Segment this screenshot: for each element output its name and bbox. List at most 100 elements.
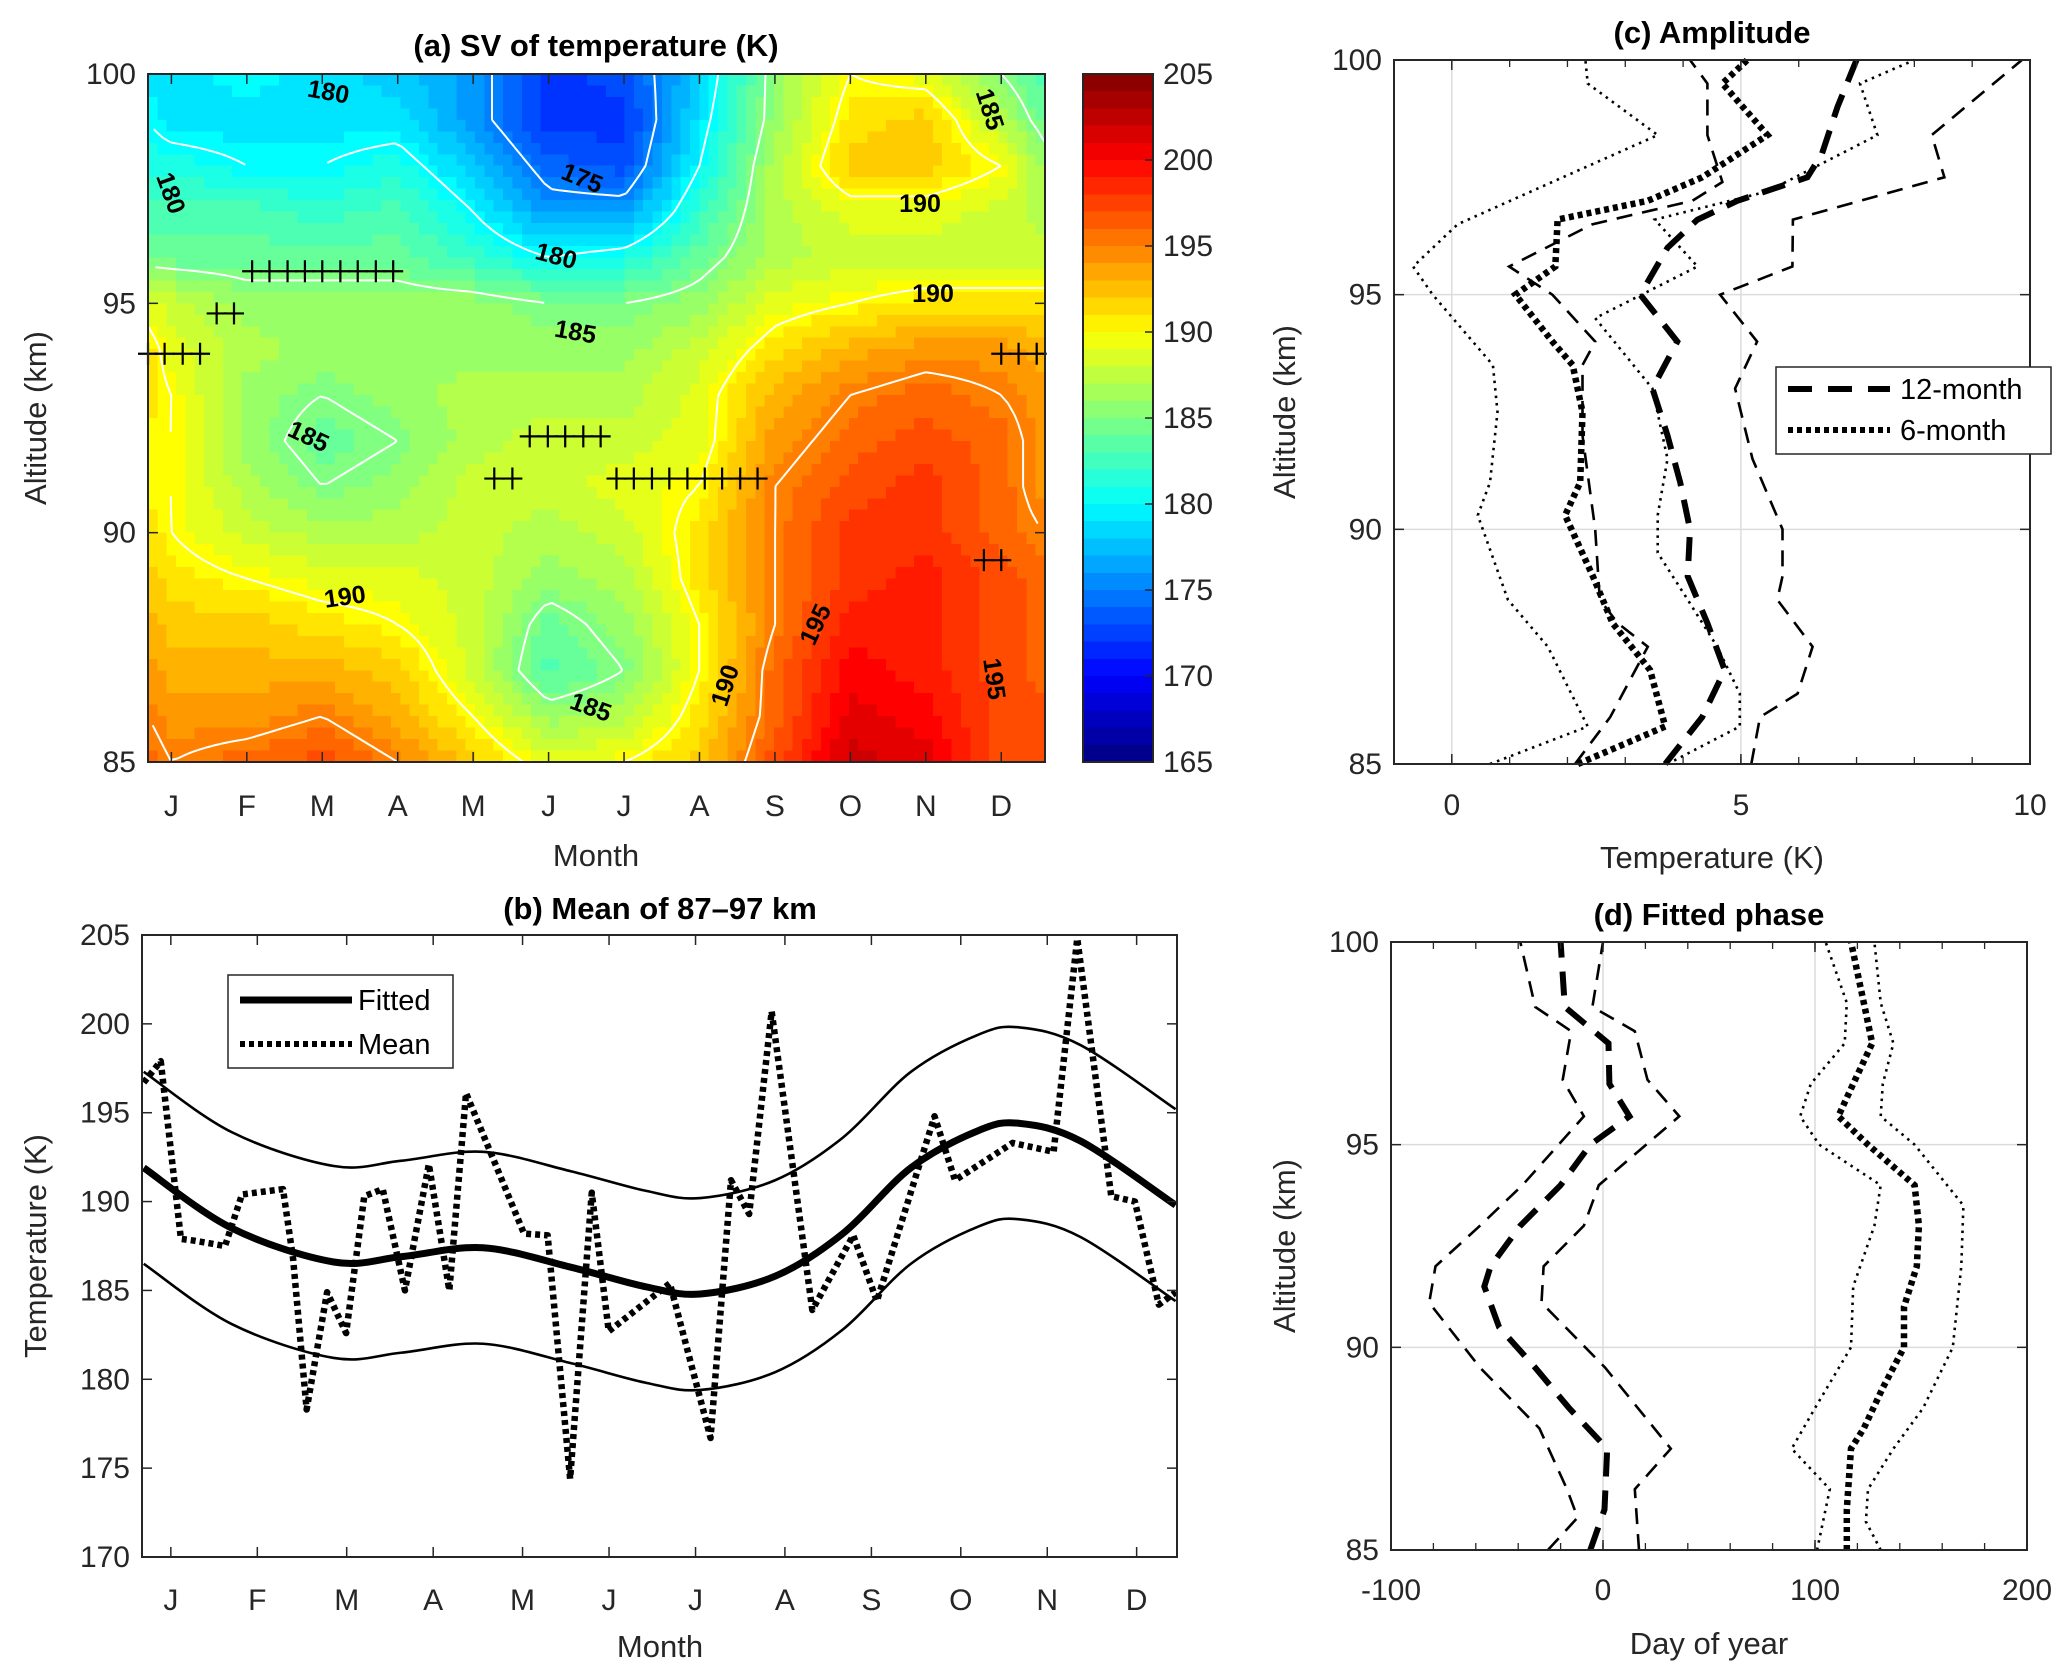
heatmap-cell — [904, 119, 915, 132]
heatmap-cell — [241, 475, 252, 488]
heatmap-cell — [671, 383, 682, 396]
heatmap-cell — [914, 211, 925, 224]
heatmap-cell — [568, 177, 579, 190]
heatmap-cell — [241, 647, 252, 660]
heatmap-cell — [577, 223, 588, 236]
heatmap-cell — [1007, 119, 1018, 132]
heatmap-cell — [605, 498, 616, 511]
heatmap-cell — [970, 601, 981, 614]
heatmap-cell — [568, 337, 579, 350]
heatmap-cell — [316, 544, 327, 557]
heatmap-cell — [157, 429, 168, 442]
heatmap-cell — [1016, 223, 1027, 236]
heatmap-cell — [811, 337, 822, 350]
heatmap-cell — [390, 475, 401, 488]
heatmap-cell — [914, 85, 925, 98]
heatmap-cell — [512, 280, 523, 293]
heatmap-cell — [736, 96, 747, 109]
heatmap-cell — [316, 612, 327, 625]
heatmap-cell — [288, 211, 299, 224]
heatmap-cell — [334, 395, 345, 408]
heatmap-cell — [456, 85, 467, 98]
heatmap-cell — [914, 314, 925, 327]
heatmap-cell — [447, 578, 457, 591]
heatmap-cell — [531, 314, 542, 327]
heatmap-cell — [568, 154, 579, 167]
heatmap-cell — [970, 418, 981, 431]
heatmap-cell — [1007, 555, 1018, 568]
heatmap-cell — [372, 165, 383, 178]
heatmap-cell — [540, 360, 551, 373]
heatmap-cell — [353, 463, 364, 476]
heatmap-cell — [222, 326, 233, 339]
heatmap-cell — [858, 108, 869, 121]
heatmap-cell — [428, 326, 439, 339]
heatmap-cell — [493, 177, 504, 190]
heatmap-cell — [867, 234, 878, 247]
heatmap-cell — [456, 658, 467, 671]
heatmap-cell — [306, 303, 317, 316]
heatmap-cell — [914, 544, 925, 557]
heatmap-cell — [624, 418, 635, 431]
heatmap-cell — [783, 303, 794, 316]
heatmap-cell — [746, 74, 756, 87]
heatmap-cell — [979, 349, 990, 362]
heatmap-cell — [951, 521, 962, 534]
heatmap-cell — [699, 291, 710, 304]
heatmap-cell — [820, 567, 831, 580]
heatmap-cell — [802, 578, 813, 591]
heatmap-cell — [1016, 257, 1027, 270]
heatmap-cell — [409, 647, 420, 660]
heatmap-cell — [652, 624, 663, 637]
heatmap-cell — [1035, 601, 1046, 614]
heatmap-cell — [577, 647, 588, 660]
heatmap-cell — [568, 142, 579, 155]
heatmap-cell — [1016, 463, 1027, 476]
heatmap-cell — [764, 268, 775, 281]
heatmap-cell — [727, 372, 738, 385]
heatmap-cell — [587, 349, 598, 362]
heatmap-cell — [148, 188, 158, 201]
heatmap-cell — [176, 234, 186, 247]
heatmap-cell — [521, 578, 532, 591]
heatmap-cell — [213, 406, 224, 419]
heatmap-cell — [409, 303, 420, 316]
heatmap-cell — [250, 280, 261, 293]
heatmap-cell — [278, 440, 289, 453]
heatmap-cell — [447, 131, 457, 144]
heatmap-cell — [764, 578, 775, 591]
heatmap-cell — [839, 440, 850, 453]
heatmap-cell — [176, 372, 186, 385]
heatmap-cell — [493, 555, 504, 568]
heatmap-cell — [288, 647, 299, 660]
heatmap-cell — [792, 624, 803, 637]
heatmap-cell — [1016, 234, 1027, 247]
heatmap-cell — [540, 647, 551, 660]
heatmap-cell — [503, 521, 514, 534]
heatmap-cell — [792, 521, 803, 534]
heatmap-cell — [269, 303, 280, 316]
heatmap-cell — [830, 303, 841, 316]
heatmap-cell — [633, 131, 644, 144]
heatmap-cell — [904, 429, 915, 442]
heatmap-cell — [699, 360, 710, 373]
heatmap-cell — [456, 429, 467, 442]
heatmap-cell — [998, 567, 1009, 580]
heatmap-cell — [895, 108, 906, 121]
heatmap-cell — [979, 280, 990, 293]
heatmap-cell — [587, 601, 598, 614]
heatmap-cell — [390, 246, 401, 259]
heatmap-cell — [185, 349, 196, 362]
heatmap-cell — [970, 303, 981, 316]
heatmap-cell — [988, 131, 999, 144]
heatmap-cell — [549, 177, 560, 190]
heatmap-cell — [596, 452, 607, 465]
heatmap-cell — [979, 635, 990, 648]
heatmap-cell — [269, 601, 280, 614]
heatmap-cell — [652, 85, 663, 98]
heatmap-cell — [157, 395, 168, 408]
heatmap-cell — [858, 246, 869, 259]
heatmap-cell — [475, 74, 485, 87]
heatmap-cell — [820, 314, 831, 327]
heatmap-cell — [250, 532, 261, 545]
